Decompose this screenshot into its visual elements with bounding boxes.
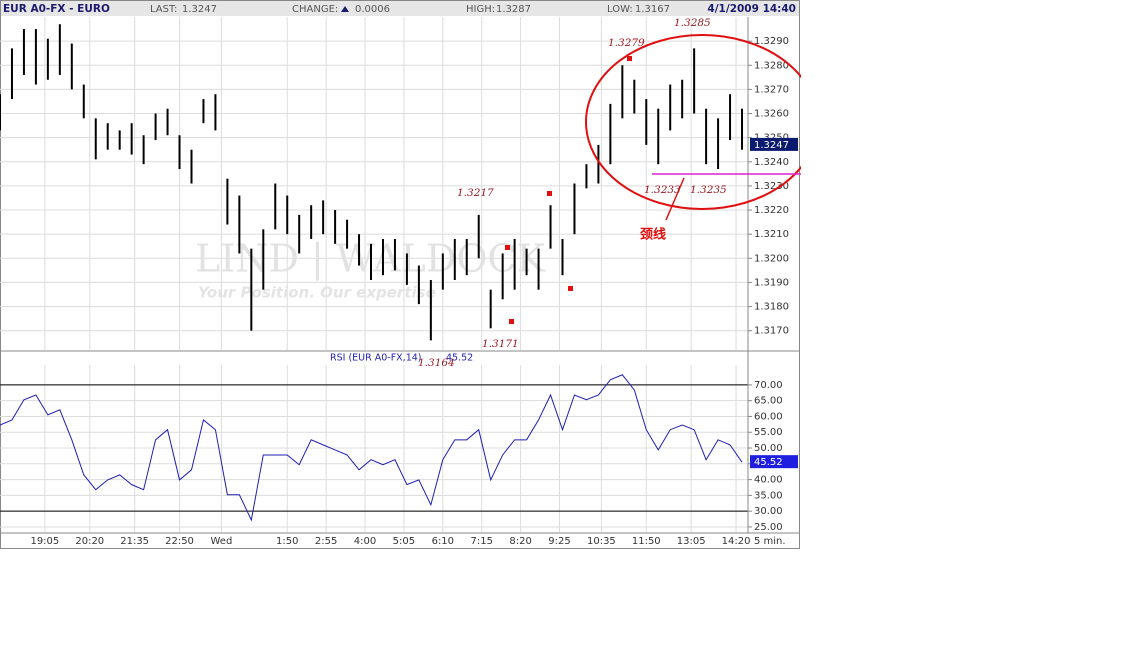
marker (509, 319, 514, 324)
x-tick-label: 10:35 (587, 536, 616, 547)
annotation: 1.3217 (457, 187, 494, 199)
annotation: 1.3164 (418, 357, 455, 369)
x-tick-label: 11:50 (632, 536, 661, 547)
y-tick-label: 1.3190 (754, 277, 789, 288)
x-tick-label: 22:50 (165, 536, 194, 547)
change-value: 0.0006 (355, 4, 390, 15)
x-tick-label: 13:05 (677, 536, 706, 547)
x-tick-label: 19:05 (30, 536, 59, 547)
y-tick-label: 1.3240 (754, 157, 789, 168)
annotation: 1.3233 (644, 184, 681, 196)
x-tick-label: 21:35 (120, 536, 149, 547)
y-tick-label: 65.00 (754, 396, 783, 407)
low-label: LOW: (607, 4, 633, 15)
chart: EUR A0-FX - EURO LAST: 1.3247 CHANGE: 0.… (0, 0, 801, 549)
neckline-label: 颈线 (640, 227, 666, 243)
symbol: EUR A0-FX - EURO (3, 3, 110, 15)
last-price-box (750, 137, 798, 151)
datetime: 4/1/2009 14:40 (707, 3, 796, 15)
y-tick-label: 1.3290 (754, 36, 789, 47)
x-tick-label: 7:15 (470, 536, 492, 547)
y-tick-label: 1.3200 (754, 253, 789, 264)
x-tick-label: 5:05 (393, 536, 415, 547)
high-value: 1.3287 (496, 4, 531, 15)
y-tick-label: 35.00 (754, 490, 783, 501)
x-tick-label: 4:00 (354, 536, 376, 547)
marker (547, 191, 552, 196)
marker (627, 56, 632, 61)
y-tick-label: 50.00 (754, 443, 783, 454)
x-tick-label: 6:10 (432, 536, 454, 547)
header-bar (1, 1, 799, 16)
x-unit: 5 min. (754, 536, 786, 547)
rsi-title: RSI (EUR A0-FX,14) (330, 353, 422, 364)
y-tick-label: 70.00 (754, 380, 783, 391)
marker (505, 245, 510, 250)
last-value-box (750, 455, 798, 469)
y-tick-label: 60.00 (754, 411, 783, 422)
rsi-title-value: 45.52 (446, 353, 473, 364)
y-tick-label: 1.3220 (754, 205, 789, 216)
frame (0, 0, 800, 549)
y-tick-label: 1.3280 (754, 60, 789, 71)
up-arrow (341, 6, 349, 12)
annotation: 1.3285 (674, 17, 711, 29)
highlight-ellipse (585, 34, 801, 210)
annotations: 1.3279 1.3285 1.3217 1.3233 1.3235 1.317… (418, 17, 801, 369)
y-tick-label: 1.3180 (754, 302, 789, 313)
last-label: LAST: (150, 4, 177, 15)
x-tick-label: Wed (211, 536, 233, 547)
last-value: 1.3247 (182, 4, 217, 15)
rsi-line (0, 374, 743, 522)
last-price-label: 1.3247 (754, 140, 789, 151)
marker (568, 286, 573, 291)
watermark-tagline: Your Position. Our expertise (198, 284, 436, 302)
x-tick-label: 2:55 (315, 536, 337, 547)
y-tick-label: 1.3170 (754, 326, 789, 337)
low-value: 1.3167 (635, 4, 670, 15)
y-tick-label: 25.00 (754, 522, 783, 533)
y-tick-label: 1.3260 (754, 109, 789, 120)
x-tick-label: 20:20 (75, 536, 104, 547)
annotation: 1.3235 (690, 184, 727, 196)
annotation: 1.3279 (608, 37, 645, 49)
x-tick-label: 9:25 (548, 536, 570, 547)
marks: 1.3247 45.52 (0, 24, 798, 522)
change-label: CHANGE: (292, 4, 338, 15)
y-tick-label: 1.3210 (754, 229, 789, 240)
neckline-pointer (665, 177, 685, 221)
annotation: 1.3171 (482, 338, 519, 350)
x-tick-label: 1:50 (276, 536, 298, 547)
y-tick-label: 1.3230 (754, 181, 789, 192)
x-tick-label: 14:20 (722, 536, 751, 547)
high-label: HIGH: (466, 4, 495, 15)
y-tick-label: 40.00 (754, 475, 783, 486)
y-tick-label: 1.3270 (754, 84, 789, 95)
x-tick-label: 8:20 (509, 536, 531, 547)
y-tick-label: 30.00 (754, 506, 783, 517)
y-tick-label: 55.00 (754, 427, 783, 438)
last-value-label: 45.52 (754, 457, 783, 468)
